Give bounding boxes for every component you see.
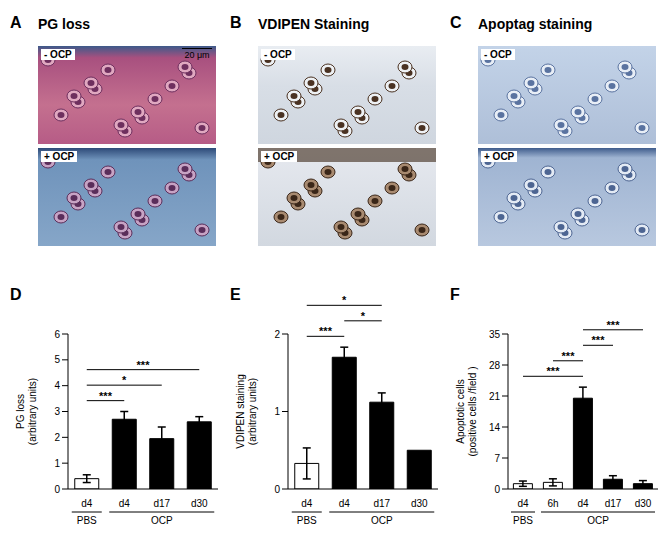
svg-text:0: 0 bbox=[274, 484, 280, 495]
svg-text:d4: d4 bbox=[339, 498, 351, 509]
html-text:+ OCP: + OCP bbox=[44, 151, 75, 162]
svg-text:6: 6 bbox=[54, 329, 60, 340]
html-text:- OCP: - OCP bbox=[44, 49, 72, 60]
html-text:B: B bbox=[230, 14, 242, 31]
svg-text:***: *** bbox=[319, 325, 333, 337]
svg-text:PBS: PBS bbox=[513, 515, 533, 526]
svg-text:2: 2 bbox=[54, 432, 60, 443]
svg-text:28: 28 bbox=[489, 360, 501, 371]
svg-text:F: F bbox=[450, 286, 460, 303]
svg-text:d30: d30 bbox=[191, 498, 208, 509]
html-text:C: C bbox=[450, 14, 462, 31]
svg-text:0: 0 bbox=[54, 484, 60, 495]
svg-text:*: * bbox=[342, 294, 347, 306]
html-text:A: A bbox=[10, 14, 22, 31]
html-text:+ OCP: + OCP bbox=[264, 151, 295, 162]
html-text:VDIPEN Staining: VDIPEN Staining bbox=[258, 16, 370, 32]
html-text:- OCP: - OCP bbox=[264, 49, 292, 60]
svg-text:4: 4 bbox=[54, 380, 60, 391]
svg-text:d17: d17 bbox=[605, 498, 622, 509]
svg-text:E: E bbox=[230, 286, 241, 303]
svg-text:d4: d4 bbox=[81, 498, 93, 509]
svg-text:21: 21 bbox=[489, 391, 501, 402]
svg-text:VDIPEN staining(arbitrary unit: VDIPEN staining(arbitrary units) bbox=[235, 374, 258, 448]
svg-text:7: 7 bbox=[494, 453, 500, 464]
svg-text:***: *** bbox=[562, 350, 576, 362]
svg-text:d17: d17 bbox=[153, 498, 170, 509]
svg-text:D: D bbox=[10, 286, 22, 303]
html-text:Apoptag staining: Apoptag staining bbox=[478, 16, 593, 32]
svg-text:d4: d4 bbox=[119, 498, 131, 509]
svg-text:PBS: PBS bbox=[77, 515, 97, 526]
svg-text:PG loss(arbitrary units): PG loss(arbitrary units) bbox=[15, 378, 38, 445]
svg-text:***: *** bbox=[137, 359, 151, 371]
html-text:PG loss: PG loss bbox=[38, 16, 91, 32]
svg-text:***: *** bbox=[99, 390, 113, 402]
svg-text:1: 1 bbox=[274, 406, 280, 417]
svg-text:***: *** bbox=[607, 319, 621, 331]
svg-text:d30: d30 bbox=[411, 498, 428, 509]
svg-text:OCP: OCP bbox=[587, 515, 609, 526]
svg-text:*: * bbox=[361, 310, 366, 322]
svg-text:d17: d17 bbox=[373, 498, 390, 509]
svg-text:PBS: PBS bbox=[297, 515, 317, 526]
svg-text:d4: d4 bbox=[517, 498, 529, 509]
html-text:+ OCP: + OCP bbox=[484, 151, 515, 162]
svg-text:***: *** bbox=[592, 334, 606, 346]
svg-text:14: 14 bbox=[489, 422, 501, 433]
svg-text:***: *** bbox=[547, 365, 561, 377]
svg-text:1: 1 bbox=[54, 458, 60, 469]
svg-text:5: 5 bbox=[54, 354, 60, 365]
svg-text:d4: d4 bbox=[301, 498, 313, 509]
html-text:20 μm: 20 μm bbox=[184, 50, 210, 60]
svg-text:d30: d30 bbox=[635, 498, 652, 509]
svg-text:OCP: OCP bbox=[371, 515, 393, 526]
svg-text:*: * bbox=[122, 374, 127, 386]
svg-text:OCP: OCP bbox=[151, 515, 173, 526]
svg-text:0: 0 bbox=[494, 484, 500, 495]
html-text:- OCP: - OCP bbox=[484, 49, 512, 60]
svg-text:35: 35 bbox=[489, 329, 501, 340]
svg-text:3: 3 bbox=[54, 406, 60, 417]
svg-text:d4: d4 bbox=[577, 498, 589, 509]
svg-text:6h: 6h bbox=[547, 498, 558, 509]
svg-text:Apoptotic cells(positive cells: Apoptotic cells(positive cells /field ) bbox=[455, 366, 478, 456]
svg-text:2: 2 bbox=[274, 329, 280, 340]
